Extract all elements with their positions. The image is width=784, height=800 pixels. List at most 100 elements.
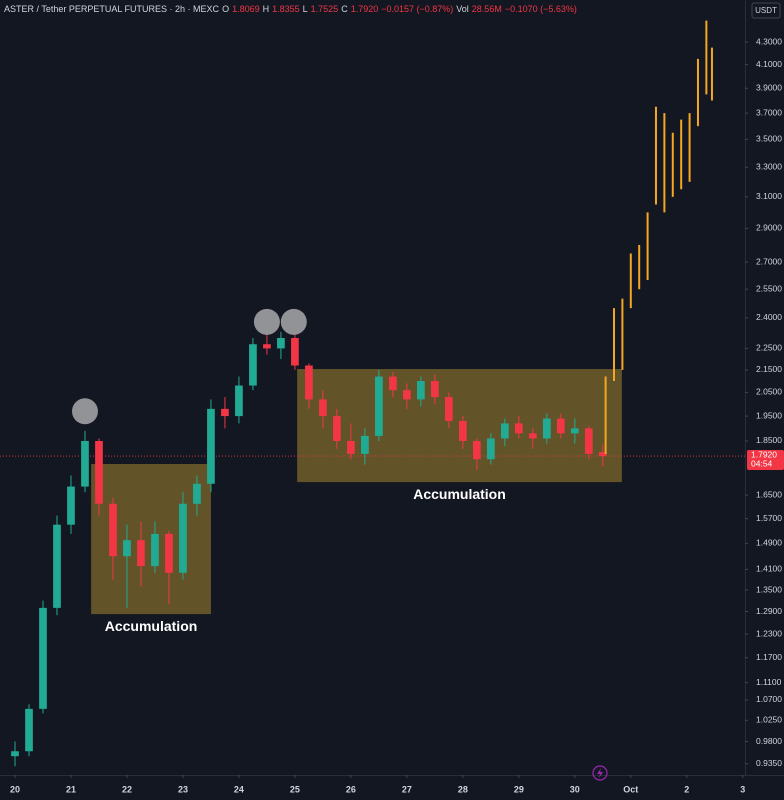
y-tick-label: 1.9500 <box>756 410 782 420</box>
last-price-tag <box>747 450 784 471</box>
candle <box>25 704 33 757</box>
candle-body <box>556 418 565 434</box>
candle <box>137 521 145 587</box>
y-tick-label: 3.7000 <box>756 107 782 117</box>
candle-body <box>179 503 187 573</box>
candle-body <box>319 399 327 417</box>
icon-bolt <box>597 768 603 778</box>
candle <box>598 444 607 467</box>
x-tick-label: 20 <box>10 784 20 794</box>
y-tick-label: 1.0250 <box>756 715 782 725</box>
value: 1.7920 <box>350 4 379 14</box>
x-tick-label: 22 <box>122 784 132 794</box>
symbol: ASTER / Tether PERPETUAL FUTURES · 2h · … <box>4 4 220 14</box>
candle <box>207 399 215 493</box>
y-tick-label: 2.7000 <box>756 256 782 266</box>
candle-body <box>459 420 467 441</box>
x-tick-label: 23 <box>178 784 188 794</box>
replay-icon[interactable] <box>592 765 608 781</box>
candle <box>95 438 103 516</box>
icon-ring <box>592 765 608 781</box>
header: ASTER / Tether PERPETUAL FUTURES · 2h · … <box>4 4 577 14</box>
change: −0.0157 (−0.87%) <box>381 4 454 14</box>
candle-body <box>11 751 19 757</box>
x-tick-label: 27 <box>402 784 412 794</box>
candle <box>291 333 299 370</box>
x-tick-label: 3 <box>740 784 745 794</box>
y-tick-label: 1.6500 <box>756 489 782 499</box>
candle-body <box>375 376 383 436</box>
candle-body <box>165 533 173 573</box>
x-tick-label: 2 <box>684 784 689 794</box>
candle-body <box>514 423 523 434</box>
candle-body <box>305 365 313 400</box>
candle <box>500 418 509 447</box>
currency-box[interactable] <box>751 2 781 19</box>
candle <box>165 530 173 605</box>
candle <box>123 524 131 608</box>
candle <box>277 331 285 360</box>
y-tick-label: 3.1000 <box>756 191 782 201</box>
candle <box>584 425 593 460</box>
candle-body <box>221 408 229 417</box>
candle <box>403 383 411 409</box>
candle-body <box>67 486 75 525</box>
candle-body <box>389 376 397 391</box>
y-tick-label: 1.5700 <box>756 513 782 523</box>
y-tick-label: 1.2300 <box>756 628 782 638</box>
candle-body <box>123 540 131 557</box>
candle <box>151 521 159 573</box>
label: C <box>341 4 348 14</box>
candle-body <box>333 416 341 441</box>
value: 1.8355 <box>272 4 300 14</box>
candle-body <box>277 338 285 349</box>
y-tick-label: 1.1700 <box>756 652 782 662</box>
candle <box>235 376 243 424</box>
candle-body <box>486 438 495 460</box>
y-tick-label: 4.1000 <box>756 59 782 69</box>
candle-body <box>445 397 453 421</box>
x-tick-label: 21 <box>66 784 76 794</box>
label: Vol <box>456 4 469 14</box>
y-tick-label: 1.8500 <box>756 435 782 445</box>
candle-body <box>598 452 607 457</box>
candle-body <box>25 708 33 752</box>
candle <box>193 475 201 516</box>
candle <box>67 475 75 534</box>
candle <box>305 363 313 409</box>
y-tick-label: 2.9000 <box>756 223 782 233</box>
candle-body <box>95 440 103 504</box>
x-tick-label: 30 <box>570 784 580 794</box>
x-tick-label: 24 <box>234 784 244 794</box>
candle-body <box>347 440 355 454</box>
y-tick-label: 1.4900 <box>756 538 782 548</box>
candle-body <box>291 338 299 366</box>
value: 1.7525 <box>310 4 339 14</box>
y-tick-label: 2.2500 <box>756 343 782 353</box>
x-tick-label: Oct <box>623 784 638 794</box>
candle-body <box>207 408 215 484</box>
y-tick-label: 1.3500 <box>756 584 782 594</box>
y-tick-label: 2.1500 <box>756 364 782 374</box>
candle-body <box>263 344 271 349</box>
candle <box>319 390 327 429</box>
y-tick-label: 2.0500 <box>756 387 782 397</box>
zone-label: Accumulation <box>413 486 506 502</box>
y-tick-label: 2.4000 <box>756 312 782 322</box>
candle <box>81 430 89 493</box>
y-tick-label: 3.5000 <box>756 134 782 144</box>
label: O <box>222 4 230 14</box>
candle-body <box>542 418 551 439</box>
last-price-label: 1.7920 <box>751 449 777 459</box>
y-tick-label: 1.0700 <box>756 694 782 704</box>
y-tick-label: 1.2900 <box>756 606 782 616</box>
candle-body <box>431 381 439 398</box>
highlight-marker <box>253 308 280 335</box>
y-tick-label: 3.9000 <box>756 82 782 92</box>
candle-body <box>151 533 159 567</box>
candle-body <box>500 423 509 439</box>
candle <box>473 438 481 470</box>
volume: 28.56M <box>471 4 502 14</box>
